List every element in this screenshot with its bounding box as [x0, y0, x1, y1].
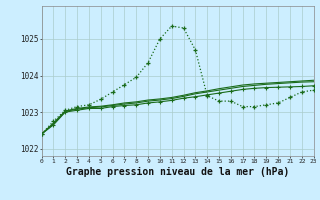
X-axis label: Graphe pression niveau de la mer (hPa): Graphe pression niveau de la mer (hPa) — [66, 167, 289, 177]
